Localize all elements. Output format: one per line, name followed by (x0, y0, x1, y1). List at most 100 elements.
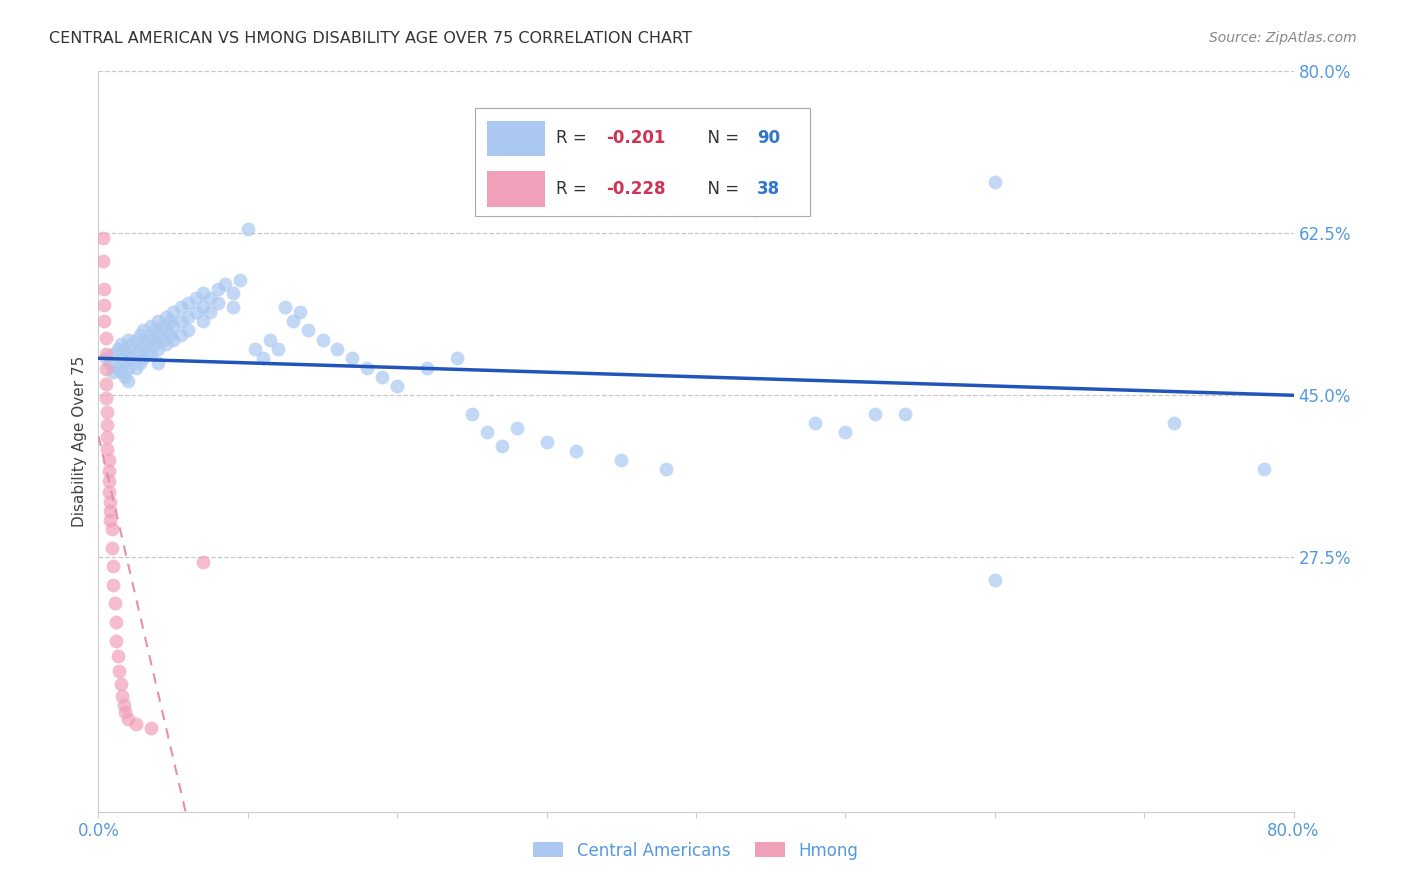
Point (259, 333, 281, 347)
Point (117, 346, 139, 360)
Point (155, 337, 177, 351)
Point (148, 356, 170, 370)
Point (120, 337, 142, 351)
Point (152, 333, 174, 347)
Point (110, 365, 132, 379)
Point (169, 314, 191, 328)
Text: N =: N = (697, 180, 745, 198)
Point (342, 351, 364, 366)
Point (326, 342, 349, 356)
Point (894, 407, 917, 421)
Point (96, 430, 118, 444)
Point (129, 328, 152, 343)
Point (93, 282, 115, 296)
Point (94, 362, 117, 376)
Point (155, 310, 177, 324)
Point (177, 324, 200, 338)
Point (125, 716, 148, 731)
Point (96, 405, 118, 419)
Point (536, 434, 558, 449)
Point (125, 333, 148, 347)
Point (207, 295, 229, 310)
Point (714, 194, 737, 208)
Point (159, 328, 181, 343)
Point (103, 559, 125, 574)
Point (110, 351, 132, 366)
Point (281, 314, 304, 328)
Point (984, 574, 1007, 588)
Point (229, 272, 252, 286)
Point (105, 633, 128, 648)
Point (101, 523, 124, 537)
Point (245, 342, 267, 356)
Point (148, 342, 170, 356)
Point (274, 301, 297, 315)
Point (110, 337, 132, 351)
Point (984, 175, 1007, 190)
Point (98, 504, 122, 518)
Point (103, 346, 125, 360)
Point (108, 664, 131, 678)
Text: 90: 90 (756, 129, 780, 147)
Point (91, 231, 114, 245)
Point (129, 356, 152, 370)
Point (200, 291, 222, 305)
Point (110, 677, 132, 691)
Text: -0.228: -0.228 (606, 180, 666, 198)
Point (93, 314, 115, 328)
Point (252, 351, 274, 366)
Point (162, 305, 184, 319)
Point (475, 425, 498, 440)
Point (107, 360, 129, 375)
Point (97, 475, 120, 489)
Point (97, 484, 120, 499)
Point (107, 342, 129, 356)
Point (98, 513, 122, 527)
Point (222, 286, 245, 301)
Point (191, 286, 214, 301)
Point (191, 555, 214, 569)
Point (169, 328, 191, 343)
Text: CENTRAL AMERICAN VS HMONG DISABILITY AGE OVER 75 CORRELATION CHART: CENTRAL AMERICAN VS HMONG DISABILITY AGE… (49, 31, 692, 46)
Point (865, 407, 887, 421)
Point (114, 369, 136, 384)
Point (356, 360, 378, 375)
Point (97, 464, 120, 478)
Point (94, 377, 117, 392)
Point (222, 301, 245, 315)
Point (162, 333, 184, 347)
Text: -0.201: -0.201 (606, 129, 665, 147)
FancyBboxPatch shape (486, 120, 546, 156)
Point (139, 346, 162, 360)
Point (148, 314, 170, 328)
Point (117, 712, 139, 726)
Point (162, 318, 184, 333)
Point (1253, 462, 1275, 476)
Point (112, 698, 135, 713)
Point (804, 416, 827, 430)
Point (610, 453, 633, 467)
Point (139, 722, 162, 736)
Point (93, 297, 115, 311)
Point (111, 689, 134, 703)
Point (207, 282, 229, 296)
FancyBboxPatch shape (486, 171, 546, 207)
Point (98, 356, 122, 370)
Point (97, 453, 120, 467)
Point (191, 314, 214, 328)
Point (101, 541, 124, 555)
Point (177, 310, 200, 324)
Point (267, 342, 290, 356)
Point (169, 301, 191, 315)
Point (565, 443, 588, 458)
Point (506, 420, 529, 434)
Point (177, 295, 200, 310)
Point (103, 365, 125, 379)
Point (129, 342, 152, 356)
Y-axis label: Disability Age Over 75: Disability Age Over 75 (72, 356, 87, 527)
Point (117, 333, 139, 347)
Point (148, 328, 170, 343)
Point (491, 439, 513, 453)
Point (139, 333, 162, 347)
Point (117, 360, 139, 375)
